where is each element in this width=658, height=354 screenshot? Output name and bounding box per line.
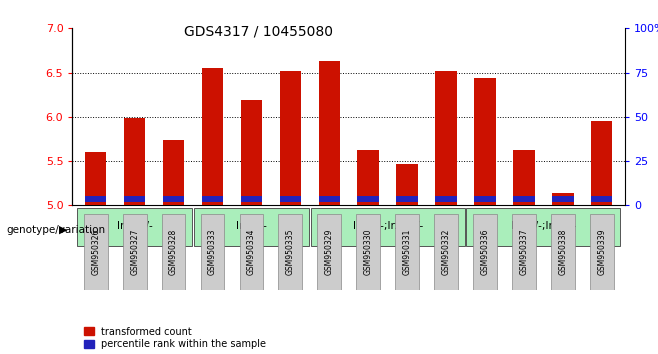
Text: lrx5+/-: lrx5+/- xyxy=(116,221,153,231)
Text: GSM950327: GSM950327 xyxy=(130,229,139,275)
FancyBboxPatch shape xyxy=(395,214,419,290)
Bar xyxy=(241,196,262,202)
FancyBboxPatch shape xyxy=(467,208,620,246)
Legend: transformed count, percentile rank within the sample: transformed count, percentile rank withi… xyxy=(84,327,266,349)
FancyBboxPatch shape xyxy=(512,214,536,290)
Text: GSM950336: GSM950336 xyxy=(480,229,490,275)
Bar xyxy=(85,196,107,202)
FancyBboxPatch shape xyxy=(434,214,458,290)
FancyBboxPatch shape xyxy=(123,214,147,290)
Bar xyxy=(591,196,613,202)
FancyBboxPatch shape xyxy=(311,208,465,246)
Bar xyxy=(357,196,379,202)
Text: GSM950331: GSM950331 xyxy=(403,229,412,275)
Bar xyxy=(513,196,534,202)
Bar xyxy=(474,196,495,202)
Text: GSM950330: GSM950330 xyxy=(364,229,372,275)
FancyBboxPatch shape xyxy=(84,214,108,290)
FancyBboxPatch shape xyxy=(590,214,614,290)
Text: GSM950333: GSM950333 xyxy=(208,229,217,275)
Bar xyxy=(124,196,145,202)
Bar xyxy=(552,193,574,205)
Text: GSM950334: GSM950334 xyxy=(247,229,256,275)
Bar xyxy=(241,100,262,205)
Text: lrx5-/-: lrx5-/- xyxy=(236,221,267,231)
Bar xyxy=(552,196,574,202)
Text: GSM950338: GSM950338 xyxy=(559,229,567,275)
FancyBboxPatch shape xyxy=(317,214,341,290)
Bar xyxy=(163,196,184,202)
Text: GSM950332: GSM950332 xyxy=(442,229,451,275)
Bar xyxy=(474,78,495,205)
Text: genotype/variation: genotype/variation xyxy=(7,225,106,235)
FancyBboxPatch shape xyxy=(473,214,497,290)
Bar xyxy=(357,150,379,205)
Bar xyxy=(202,196,223,202)
Text: lrx3-/-;lrx5-/-: lrx3-/-;lrx5-/- xyxy=(511,221,576,231)
Text: GSM950339: GSM950339 xyxy=(597,229,606,275)
Bar xyxy=(396,196,418,202)
FancyBboxPatch shape xyxy=(194,208,309,246)
Text: GSM950328: GSM950328 xyxy=(169,229,178,275)
Bar xyxy=(124,118,145,205)
FancyBboxPatch shape xyxy=(278,214,302,290)
Bar xyxy=(85,152,107,205)
Text: GSM950329: GSM950329 xyxy=(325,229,334,275)
FancyBboxPatch shape xyxy=(77,208,192,246)
FancyBboxPatch shape xyxy=(357,214,380,290)
Bar xyxy=(513,150,534,205)
Bar xyxy=(436,71,457,205)
Bar xyxy=(318,196,340,202)
FancyBboxPatch shape xyxy=(201,214,224,290)
Text: GSM950335: GSM950335 xyxy=(286,229,295,275)
Bar xyxy=(396,164,418,205)
Bar xyxy=(202,68,223,205)
Text: GDS4317 / 10455080: GDS4317 / 10455080 xyxy=(184,25,333,39)
Bar xyxy=(591,121,613,205)
FancyBboxPatch shape xyxy=(240,214,263,290)
Bar xyxy=(163,140,184,205)
FancyBboxPatch shape xyxy=(551,214,574,290)
Text: GSM950326: GSM950326 xyxy=(91,229,100,275)
Text: GSM950337: GSM950337 xyxy=(519,229,528,275)
Bar xyxy=(280,196,301,202)
FancyBboxPatch shape xyxy=(162,214,186,290)
Bar xyxy=(318,61,340,205)
Text: lrx3-/-;lrx5+/-: lrx3-/-;lrx5+/- xyxy=(353,221,423,231)
Text: ▶: ▶ xyxy=(59,225,68,235)
Bar xyxy=(436,196,457,202)
Bar xyxy=(280,71,301,205)
